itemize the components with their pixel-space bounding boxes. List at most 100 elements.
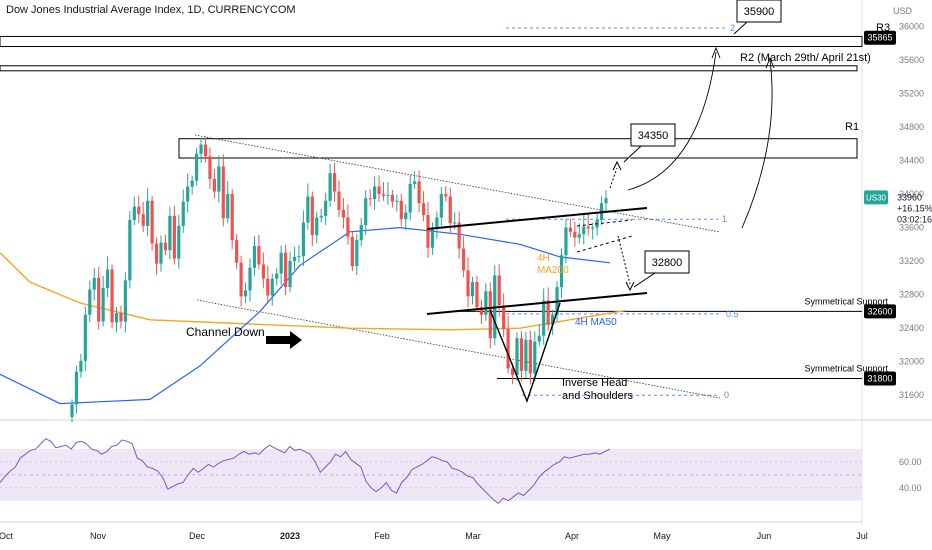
candle-body <box>577 234 581 238</box>
candle-body <box>74 371 79 405</box>
candle-body <box>470 282 475 297</box>
target-callout-label: 32800 <box>652 257 683 269</box>
candle-body <box>261 264 265 279</box>
candle-body <box>257 246 261 265</box>
candle-body <box>221 166 225 219</box>
candle-body <box>168 215 172 251</box>
candle-body <box>519 338 524 371</box>
candle-body <box>488 291 492 339</box>
price-tick-label: 34000 <box>899 189 924 199</box>
candle-body <box>430 227 435 248</box>
last-price-change: +16.15% <box>897 203 932 213</box>
projection-arrowhead <box>711 46 721 59</box>
symbol-tag: US30 <box>866 193 887 202</box>
candle-body <box>435 217 439 228</box>
candle-body <box>510 368 515 376</box>
candle-body <box>537 335 541 342</box>
candle-body <box>484 291 488 315</box>
candle-body <box>573 231 577 238</box>
candle-body <box>559 255 564 288</box>
candle-body <box>315 217 319 236</box>
price-tick-label: 32800 <box>899 290 924 300</box>
channel-upper-line <box>194 134 721 233</box>
candle-body <box>341 209 346 218</box>
candle-body <box>502 305 506 330</box>
candle-body <box>475 282 479 308</box>
candle-body <box>154 243 159 264</box>
price-tick-label: 34800 <box>899 122 924 132</box>
candle-body <box>582 226 586 235</box>
ma200-line <box>0 252 626 331</box>
candle-body <box>413 181 417 184</box>
candle-body <box>604 198 608 204</box>
candle-body <box>426 215 430 248</box>
projection-arrow <box>627 51 717 191</box>
price-tick-label: 35200 <box>899 88 924 98</box>
r1-zone <box>178 138 858 159</box>
candle-body <box>368 198 372 200</box>
candle-body <box>564 227 568 256</box>
candle-body <box>448 196 452 224</box>
candle-body <box>497 275 501 306</box>
candle-body <box>239 262 243 297</box>
candle-body <box>288 261 292 288</box>
target-callout-label: 35900 <box>744 6 775 18</box>
candle-body <box>542 300 546 336</box>
candle-body <box>399 200 403 220</box>
candle-body <box>150 200 154 244</box>
candle-body <box>568 227 572 232</box>
time-tick-label: May <box>653 531 671 541</box>
candle-body <box>252 246 257 268</box>
fib-level-label: 0 <box>724 390 729 400</box>
candle-body <box>235 240 239 263</box>
inverse-hs-label: and Shoulders <box>562 390 633 402</box>
target-callout-box <box>736 0 782 23</box>
rsi-line <box>0 438 611 504</box>
candle-body <box>203 144 208 157</box>
inverse-hs-label: Inverse Head <box>562 377 627 389</box>
ma200-label: MA200 <box>537 265 569 276</box>
candle-body <box>97 277 101 322</box>
target-callout-label: 34350 <box>638 130 669 142</box>
candle-body <box>279 252 283 274</box>
price-tick-label: 33200 <box>899 256 924 266</box>
bar-countdown: 03:02:16 <box>897 214 932 224</box>
price-tick-label: 36000 <box>899 21 924 31</box>
candle-body <box>350 236 354 267</box>
candle-body <box>324 200 328 216</box>
candle-body <box>586 226 590 229</box>
candle-body <box>453 222 457 224</box>
r1-label: R1 <box>845 121 859 133</box>
ma50-label: 4H MA50 <box>575 317 617 328</box>
projection-arrow <box>609 167 618 189</box>
ma50-line <box>0 226 611 405</box>
candle-body <box>208 156 212 179</box>
candle-body <box>390 194 394 202</box>
candle-body <box>248 267 252 291</box>
projection-arrowhead <box>612 160 622 171</box>
target-callout-box <box>644 250 690 274</box>
candle-body <box>146 200 150 226</box>
candle-body <box>310 196 314 236</box>
fib-level-label: 2 <box>730 23 735 33</box>
price-tick-label: 34400 <box>899 156 924 166</box>
candle-body <box>217 166 221 192</box>
candle-body <box>306 196 310 223</box>
candle-body <box>230 194 234 241</box>
candle-body <box>163 242 168 251</box>
r2-label: R2 (March 29th/ April 21st) <box>740 52 871 64</box>
last-price-value: 33960 <box>897 192 922 202</box>
candle-body <box>199 144 203 154</box>
currency-label: USD <box>892 6 912 16</box>
time-tick-label: Oct <box>0 531 13 541</box>
candle-body <box>373 186 377 200</box>
support-price-tag-bg <box>864 371 896 386</box>
candle-body <box>141 214 145 226</box>
candle-body <box>457 222 461 249</box>
candle-body <box>177 225 181 259</box>
support-label: Symmetrical Support <box>804 296 888 306</box>
candle-body <box>386 194 390 196</box>
candle-body <box>123 280 127 322</box>
candle-body <box>439 194 443 218</box>
